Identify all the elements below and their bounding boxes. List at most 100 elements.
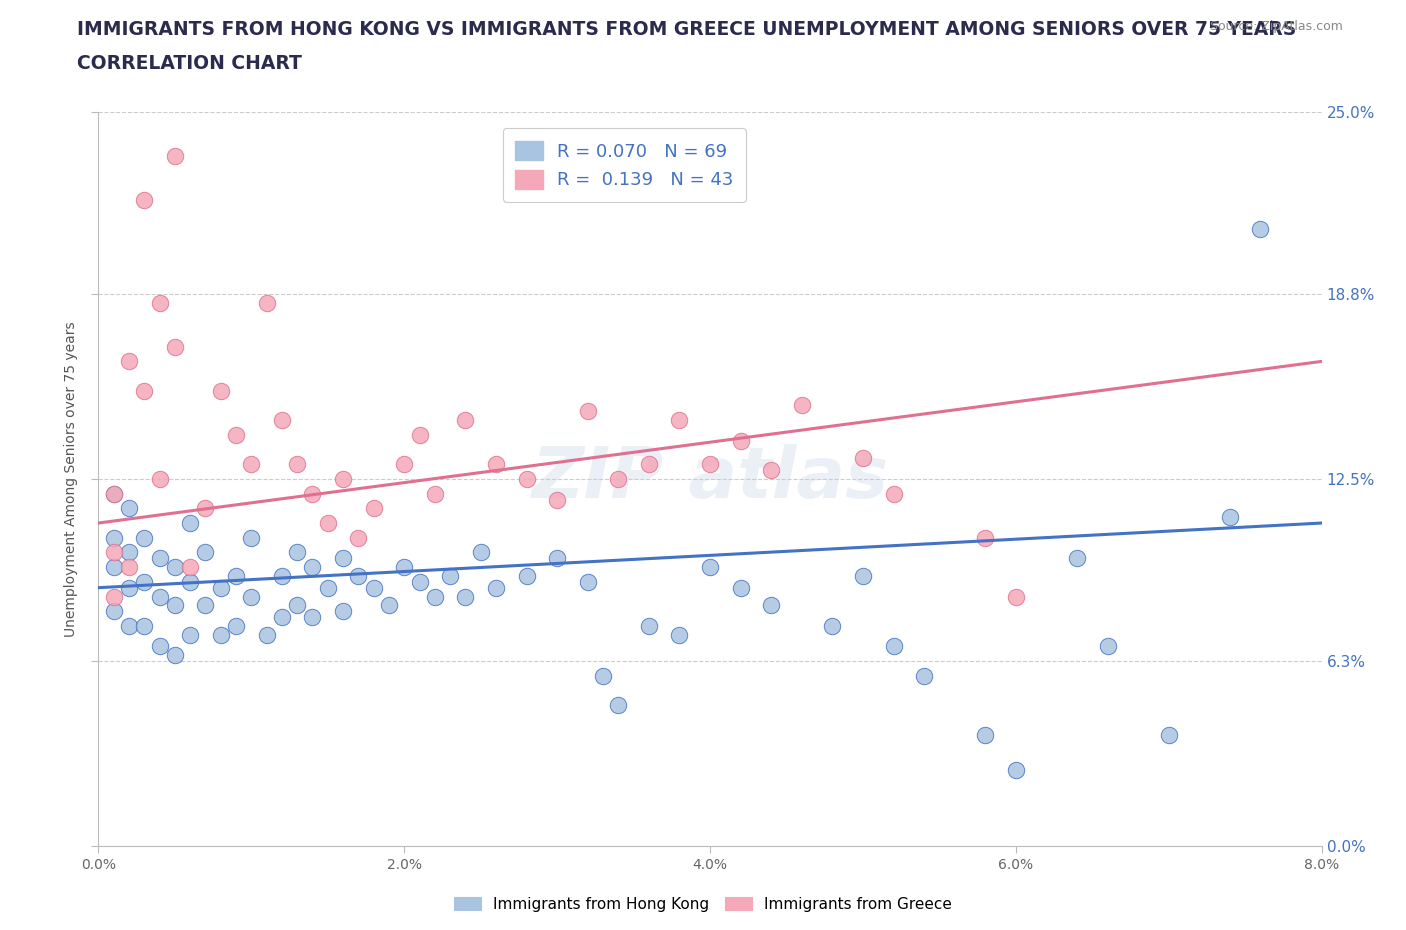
Point xyxy=(576,575,599,590)
Point xyxy=(759,463,782,478)
Point xyxy=(163,598,186,613)
Point xyxy=(392,560,416,575)
Point xyxy=(103,486,125,501)
Point xyxy=(392,457,416,472)
Point xyxy=(759,598,782,613)
Point xyxy=(103,545,125,560)
Point xyxy=(378,598,401,613)
Point xyxy=(607,472,630,486)
Point xyxy=(852,568,875,583)
Point xyxy=(316,580,339,595)
Text: ZIP atlas: ZIP atlas xyxy=(531,445,889,513)
Point xyxy=(163,339,186,354)
Point xyxy=(103,486,125,501)
Point xyxy=(134,530,156,545)
Point xyxy=(103,589,125,604)
Point xyxy=(194,598,217,613)
Point xyxy=(149,551,172,565)
Point xyxy=(134,383,156,398)
Point xyxy=(423,589,446,604)
Point xyxy=(134,618,156,633)
Point xyxy=(209,627,232,642)
Point xyxy=(225,428,247,443)
Point xyxy=(149,589,172,604)
Point xyxy=(118,580,141,595)
Point xyxy=(149,295,172,310)
Point xyxy=(118,354,141,369)
Point xyxy=(285,457,308,472)
Point xyxy=(149,639,172,654)
Point xyxy=(912,669,935,684)
Point xyxy=(301,560,323,575)
Point xyxy=(883,486,905,501)
Point xyxy=(118,545,141,560)
Point xyxy=(699,457,721,472)
Point xyxy=(240,589,263,604)
Point xyxy=(240,530,263,545)
Point xyxy=(363,501,385,516)
Point xyxy=(592,669,614,684)
Legend: Immigrants from Hong Kong, Immigrants from Greece: Immigrants from Hong Kong, Immigrants fr… xyxy=(447,890,959,918)
Point xyxy=(179,575,201,590)
Point xyxy=(485,580,508,595)
Point xyxy=(699,560,721,575)
Point xyxy=(332,551,354,565)
Point xyxy=(194,545,217,560)
Point xyxy=(363,580,385,595)
Point xyxy=(194,501,217,516)
Point xyxy=(790,398,813,413)
Point xyxy=(163,648,186,663)
Point xyxy=(134,575,156,590)
Point xyxy=(103,604,125,618)
Point xyxy=(225,618,247,633)
Y-axis label: Unemployment Among Seniors over 75 years: Unemployment Among Seniors over 75 years xyxy=(65,321,79,637)
Point xyxy=(347,568,370,583)
Point xyxy=(301,486,323,501)
Text: IMMIGRANTS FROM HONG KONG VS IMMIGRANTS FROM GREECE UNEMPLOYMENT AMONG SENIORS O: IMMIGRANTS FROM HONG KONG VS IMMIGRANTS … xyxy=(77,20,1296,39)
Legend: R = 0.070   N = 69, R =  0.139   N = 43: R = 0.070 N = 69, R = 0.139 N = 43 xyxy=(503,128,747,202)
Point xyxy=(546,551,568,565)
Point xyxy=(332,472,354,486)
Point xyxy=(270,568,294,583)
Point xyxy=(1249,221,1271,236)
Point xyxy=(316,515,339,530)
Point xyxy=(974,727,997,742)
Point xyxy=(821,618,844,633)
Point xyxy=(179,515,201,530)
Point xyxy=(347,530,370,545)
Point xyxy=(439,568,461,583)
Point xyxy=(134,193,156,207)
Point xyxy=(883,639,905,654)
Point xyxy=(730,580,752,595)
Point xyxy=(285,598,308,613)
Point xyxy=(408,575,430,590)
Point xyxy=(209,383,232,398)
Point xyxy=(423,486,446,501)
Point xyxy=(974,530,997,545)
Point xyxy=(118,501,141,516)
Point xyxy=(607,698,630,712)
Point xyxy=(637,457,661,472)
Point xyxy=(1066,551,1088,565)
Point xyxy=(256,295,278,310)
Point xyxy=(240,457,263,472)
Point xyxy=(668,413,690,428)
Point xyxy=(576,404,599,418)
Point xyxy=(1004,589,1026,604)
Point xyxy=(256,627,278,642)
Point xyxy=(454,413,477,428)
Point xyxy=(516,472,538,486)
Point xyxy=(637,618,661,633)
Point xyxy=(225,568,247,583)
Point xyxy=(103,560,125,575)
Point xyxy=(852,451,875,466)
Point xyxy=(209,580,232,595)
Point xyxy=(668,627,690,642)
Point xyxy=(516,568,538,583)
Point xyxy=(179,560,201,575)
Point xyxy=(270,413,294,428)
Text: CORRELATION CHART: CORRELATION CHART xyxy=(77,54,302,73)
Text: Source: ZipAtlas.com: Source: ZipAtlas.com xyxy=(1209,20,1343,33)
Point xyxy=(332,604,354,618)
Point xyxy=(1097,639,1119,654)
